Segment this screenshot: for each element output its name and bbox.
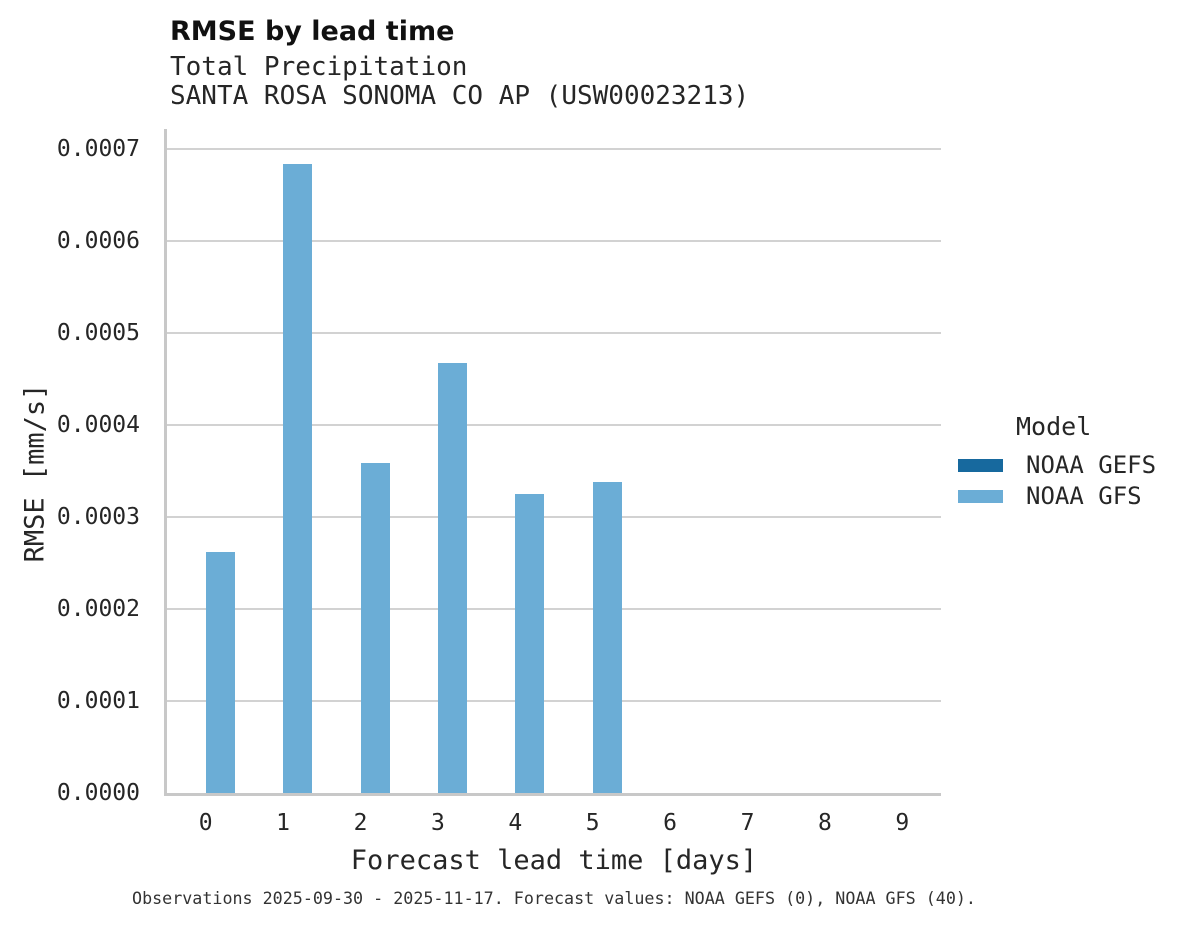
x-tick-label: 0 <box>198 810 213 836</box>
legend-label: NOAA GEFS <box>1026 451 1157 479</box>
legend-swatch-gefs <box>958 458 1003 472</box>
chart-subtitle-station: SANTA ROSA SONOMA CO AP (USW00023213) <box>170 81 750 111</box>
x-tick-label: 8 <box>817 810 832 836</box>
y-tick-label: 0.0000 <box>56 780 140 806</box>
legend-item-noaa-gfs: NOAA GFS <box>958 482 1142 510</box>
gridline <box>167 148 941 150</box>
bar-noaa-gfs-lead-0 <box>205 552 235 793</box>
bar-noaa-gfs-lead-3 <box>437 363 467 793</box>
legend-swatch-gfs <box>958 489 1003 503</box>
bar-noaa-gfs-lead-5 <box>592 482 622 793</box>
gridline <box>167 240 941 242</box>
x-tick-label: 3 <box>430 810 445 836</box>
y-tick-label: 0.0005 <box>56 320 140 346</box>
x-tick-label: 1 <box>276 810 291 836</box>
y-tick-label: 0.0002 <box>56 596 140 622</box>
y-tick-label: 0.0001 <box>56 688 140 714</box>
y-tick-label: 0.0006 <box>56 228 140 254</box>
legend-label: NOAA GFS <box>1026 482 1142 510</box>
x-tick-label: 7 <box>740 810 755 836</box>
y-tick-label: 0.0007 <box>56 136 140 162</box>
x-axis-tick-labels: 0 1 2 3 4 5 6 7 8 9 <box>167 796 941 836</box>
gridline <box>167 608 941 610</box>
x-tick-label: 4 <box>508 810 523 836</box>
y-tick-label: 0.0003 <box>56 504 140 530</box>
x-tick-label: 5 <box>585 810 600 836</box>
x-axis-label: Forecast lead time [days] <box>350 845 758 876</box>
plot-area <box>164 129 941 796</box>
bar-noaa-gfs-lead-1 <box>283 164 313 793</box>
chart-title: RMSE by lead time <box>170 16 455 47</box>
legend-title: Model <box>1016 412 1092 441</box>
gridline <box>167 332 941 334</box>
gridline <box>167 424 941 426</box>
y-axis-tick-labels: 0.0000 0.0001 0.0002 0.0003 0.0004 0.0005 0.00… <box>40 129 140 806</box>
x-tick-label: 2 <box>353 810 368 836</box>
footer-caption: Observations 2025-09-30 - 2025-11-17. Fo… <box>132 888 976 908</box>
bar-noaa-gfs-lead-2 <box>360 463 390 793</box>
x-tick-label: 6 <box>663 810 678 836</box>
chart-subtitle-variable: Total Precipitation <box>170 52 468 82</box>
bar-noaa-gfs-lead-4 <box>515 494 545 793</box>
y-tick-label: 0.0004 <box>56 412 140 438</box>
gridline <box>167 516 941 518</box>
x-tick-label: 9 <box>895 810 910 836</box>
legend-item-noaa-gefs: NOAA GEFS <box>958 451 1157 479</box>
y-axis-label: RMSE [mm/s] <box>19 383 51 563</box>
gridline <box>167 700 941 702</box>
